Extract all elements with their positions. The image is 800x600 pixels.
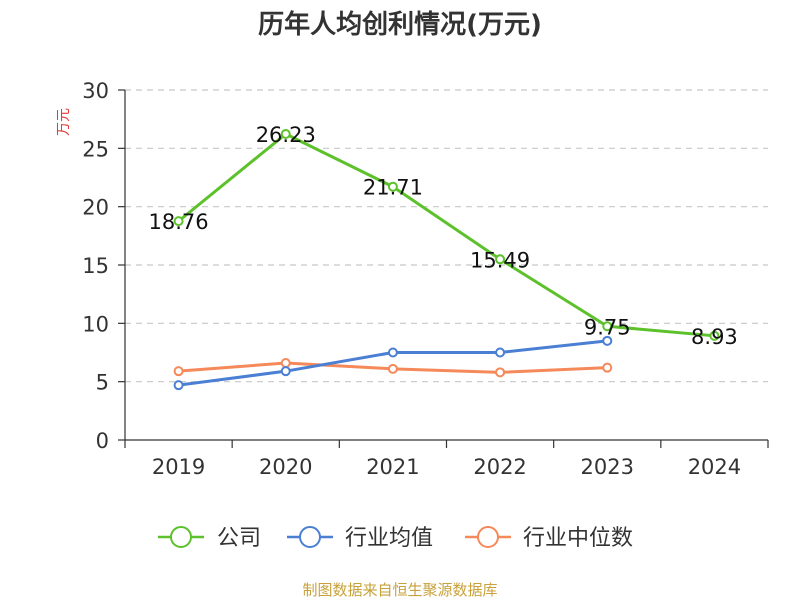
data-labels: 18.76 26.23 21.71 15.49 9.75 8.93 [149,123,738,349]
y-tick-label: 5 [96,371,109,395]
legend-swatch-marker [477,526,499,548]
legend-label: 公司 [217,526,261,551]
y-tick-label: 20 [82,196,109,220]
y-tick-label: 25 [82,137,109,161]
data-point [387,347,398,358]
data-point [602,321,613,332]
y-tick-label: 15 [82,254,109,278]
axes: 0 5 10 15 20 25 30 2019 2020 2021 2022 2023 2024 [82,79,769,479]
y-tick-label: 0 [96,429,109,453]
data-point [495,254,506,265]
x-tick-label: 2022 [473,455,526,479]
data-point [280,366,291,377]
x-tick-label: 2023 [581,455,634,479]
data-point [495,367,506,378]
data-label: 21.71 [363,176,423,200]
data-label: 15.49 [470,248,530,272]
y-tick-label: 30 [82,79,109,103]
data-point [495,347,506,358]
data-point [173,380,184,391]
legend-swatch-marker [299,526,321,548]
legend-label: 行业中位数 [523,526,633,551]
series-line [177,132,715,338]
x-tick-label: 2020 [259,455,312,479]
data-point [602,335,613,346]
data-point [173,366,184,377]
data-point [280,358,291,368]
x-tick-label: 2024 [688,455,741,479]
data-point [280,128,291,139]
data-point [709,330,720,341]
y-axis-label: 万元 [56,108,72,136]
data-point [387,363,398,374]
x-tick-label: 2019 [152,455,205,479]
legend: 公司 行业均值 行业中位数 [158,526,633,551]
legend-label: 行业均值 [345,526,433,551]
y-tick-label: 10 [82,312,109,336]
chart-title: 历年人均创利情况(万元) [258,9,542,40]
gridlines [125,89,768,383]
data-label: 26.23 [256,123,316,147]
series-line [178,339,608,387]
data-label: 18.76 [149,210,209,234]
data-label: 9.75 [584,315,631,339]
data-point [387,181,398,192]
source-note: 制图数据来自恒生聚源数据库 [302,581,497,599]
data-label: 8.93 [691,325,738,349]
legend-swatch-marker [170,526,192,548]
data-point [602,362,613,373]
series-group [173,128,720,391]
x-tick-label: 2021 [366,455,419,479]
data-point [173,216,184,227]
